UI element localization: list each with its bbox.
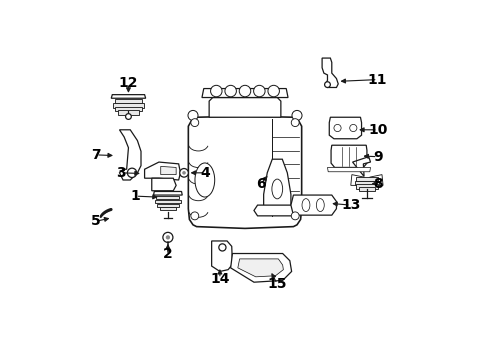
Polygon shape bbox=[209, 98, 281, 117]
Circle shape bbox=[180, 168, 188, 177]
Polygon shape bbox=[331, 145, 367, 167]
Polygon shape bbox=[291, 195, 337, 215]
Circle shape bbox=[334, 125, 341, 132]
Circle shape bbox=[291, 119, 299, 127]
Polygon shape bbox=[322, 58, 338, 87]
Polygon shape bbox=[120, 130, 141, 180]
Text: 10: 10 bbox=[368, 123, 388, 137]
Circle shape bbox=[324, 82, 330, 87]
Polygon shape bbox=[238, 259, 283, 277]
Ellipse shape bbox=[317, 199, 324, 212]
Polygon shape bbox=[115, 99, 142, 103]
Polygon shape bbox=[231, 253, 292, 282]
Circle shape bbox=[182, 171, 186, 175]
Circle shape bbox=[211, 85, 222, 97]
Circle shape bbox=[188, 111, 198, 121]
Text: 8: 8 bbox=[373, 177, 383, 190]
Polygon shape bbox=[155, 200, 181, 203]
Polygon shape bbox=[264, 159, 291, 206]
Ellipse shape bbox=[272, 179, 283, 199]
Polygon shape bbox=[356, 184, 378, 189]
Polygon shape bbox=[370, 175, 383, 185]
Polygon shape bbox=[153, 192, 182, 195]
Text: 2: 2 bbox=[163, 247, 173, 261]
Circle shape bbox=[125, 114, 131, 120]
Circle shape bbox=[291, 212, 299, 220]
Circle shape bbox=[225, 85, 236, 97]
Polygon shape bbox=[329, 117, 362, 139]
Text: 13: 13 bbox=[341, 198, 361, 212]
Text: 4: 4 bbox=[201, 166, 210, 180]
Polygon shape bbox=[113, 103, 144, 108]
Polygon shape bbox=[115, 107, 142, 111]
Polygon shape bbox=[145, 162, 180, 180]
Ellipse shape bbox=[302, 199, 310, 212]
Text: 11: 11 bbox=[368, 73, 388, 87]
Polygon shape bbox=[202, 89, 288, 98]
Text: 15: 15 bbox=[268, 277, 287, 291]
Text: 1: 1 bbox=[131, 189, 141, 203]
Polygon shape bbox=[157, 204, 179, 207]
Circle shape bbox=[292, 111, 302, 121]
Circle shape bbox=[219, 244, 226, 251]
Polygon shape bbox=[118, 111, 139, 115]
Text: 7: 7 bbox=[91, 148, 101, 162]
Polygon shape bbox=[254, 205, 300, 216]
Text: 6: 6 bbox=[256, 177, 266, 190]
Circle shape bbox=[127, 168, 137, 177]
Ellipse shape bbox=[195, 163, 215, 197]
Text: 9: 9 bbox=[373, 150, 383, 164]
Polygon shape bbox=[327, 167, 370, 172]
Polygon shape bbox=[156, 196, 179, 199]
Polygon shape bbox=[111, 95, 146, 98]
Circle shape bbox=[163, 232, 173, 242]
Circle shape bbox=[191, 212, 199, 220]
Polygon shape bbox=[353, 157, 370, 176]
Polygon shape bbox=[359, 187, 375, 192]
Polygon shape bbox=[355, 181, 379, 185]
Circle shape bbox=[166, 235, 170, 239]
Circle shape bbox=[254, 85, 265, 97]
Circle shape bbox=[239, 85, 251, 97]
Text: 14: 14 bbox=[210, 271, 230, 285]
Polygon shape bbox=[188, 116, 302, 228]
Text: 5: 5 bbox=[91, 214, 101, 228]
Polygon shape bbox=[161, 166, 176, 175]
Polygon shape bbox=[351, 175, 364, 185]
Circle shape bbox=[350, 125, 357, 132]
Polygon shape bbox=[152, 178, 176, 191]
Circle shape bbox=[191, 119, 199, 127]
Text: 3: 3 bbox=[117, 166, 126, 180]
Circle shape bbox=[268, 85, 279, 97]
Polygon shape bbox=[212, 241, 232, 271]
Polygon shape bbox=[356, 177, 378, 181]
Polygon shape bbox=[160, 207, 176, 210]
Text: 12: 12 bbox=[119, 76, 138, 90]
